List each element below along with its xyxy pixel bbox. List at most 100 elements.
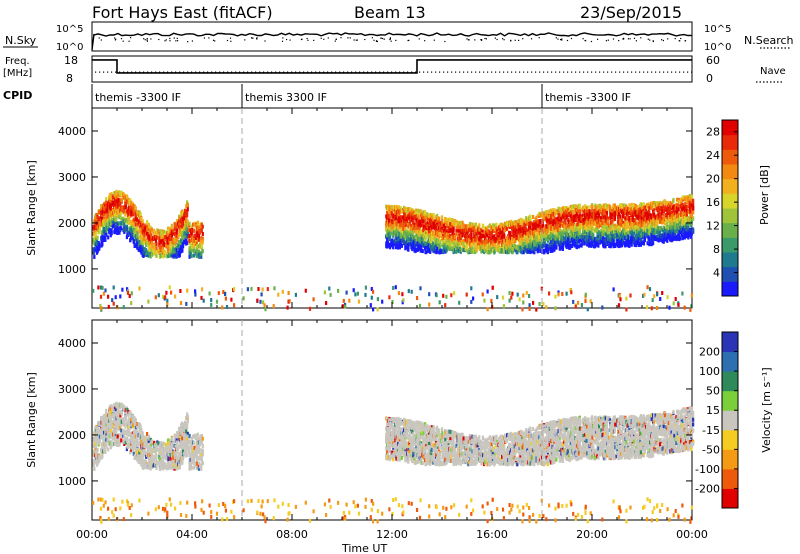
nsearch-point: [114, 39, 116, 41]
power-cell: [196, 233, 199, 238]
power-cell: [101, 214, 104, 219]
power-cell: [110, 192, 113, 197]
nave-point: [463, 71, 465, 73]
nave-point: [195, 71, 197, 73]
power-cell: [461, 220, 464, 225]
power-cell: [158, 245, 162, 250]
nsearch-point: [143, 38, 145, 40]
nave-point: [95, 71, 97, 73]
power-cell: [129, 220, 132, 225]
nsearch-point: [468, 39, 470, 41]
power-cell: [138, 215, 141, 220]
power-cell: [459, 221, 462, 225]
power-cell: [160, 240, 163, 245]
power-cell: [614, 210, 617, 215]
power-cell: [101, 242, 104, 247]
power-cell: [159, 248, 162, 253]
nave-point: [535, 71, 537, 73]
nave-point: [267, 71, 269, 73]
power-cell: [442, 247, 445, 252]
power-cell: [405, 222, 408, 227]
freq-trace: [92, 59, 693, 74]
nave-point: [115, 71, 117, 73]
power-cell: [455, 246, 458, 251]
freq-line: [92, 59, 692, 74]
power-cell: [156, 228, 159, 233]
power-cell: [519, 233, 522, 238]
power-cell: [634, 217, 637, 222]
power-cell: [453, 249, 456, 253]
power-cell: [422, 228, 425, 233]
power-cell: [94, 234, 97, 239]
power-cell: [97, 228, 100, 233]
power-cell: [447, 230, 450, 235]
power-cell: [136, 238, 139, 243]
power-cell: [188, 234, 191, 238]
power-cell: [414, 235, 417, 239]
nave-point: [307, 71, 309, 73]
power-cell: [432, 241, 435, 246]
power-cell: [402, 209, 405, 214]
nsearch-point: [187, 41, 189, 43]
power-cell: [112, 208, 115, 213]
power-cell: [432, 221, 435, 226]
power-cell: [102, 223, 105, 228]
nave-point: [543, 71, 545, 73]
power-cell: [409, 219, 412, 224]
power-cell: [388, 214, 392, 219]
power-cell: [95, 239, 98, 244]
power-cell: [424, 210, 427, 215]
freq-unit-label: [MHz]: [3, 68, 32, 79]
power-cell: [97, 224, 100, 229]
freq-label: Freq.: [5, 56, 30, 67]
power-cell: [442, 241, 445, 246]
power-cell: [103, 235, 106, 240]
nsearch-point: [557, 38, 559, 40]
nave-point: [271, 71, 273, 73]
nsearch-point: [300, 38, 303, 41]
nave-point: [595, 71, 597, 73]
power-cell: [430, 227, 433, 232]
nave-tick-low: 0: [706, 72, 713, 85]
power-cell: [200, 244, 203, 249]
power-cell: [129, 198, 132, 203]
power-cell: [164, 250, 167, 255]
nave-point: [675, 71, 677, 73]
nave-point: [335, 71, 337, 73]
power-cell: [195, 230, 198, 235]
nsearch-point: [530, 38, 533, 40]
power-cell: [192, 236, 195, 241]
power-cell: [92, 250, 95, 255]
power-cell: [98, 227, 101, 232]
nave-point: [443, 71, 445, 73]
power-cell: [450, 236, 453, 241]
nave-point: [351, 71, 353, 73]
nave-point: [499, 71, 501, 73]
power-cell: [392, 208, 395, 212]
power-scatter: [92, 189, 695, 312]
power-cell: [188, 248, 191, 253]
nave-point: [255, 71, 257, 73]
power-cell: [113, 191, 116, 196]
power-cell: [136, 246, 139, 250]
power-cell: [449, 233, 452, 238]
power-cell: [529, 214, 532, 219]
nave-label: Nave: [760, 66, 786, 77]
power-cell: [427, 231, 431, 236]
power-cell: [174, 222, 177, 227]
power-cell: [421, 223, 424, 228]
power-cell: [136, 241, 139, 245]
power-cell: [147, 227, 150, 232]
power-cell: [398, 236, 401, 241]
power-cell: [407, 207, 410, 211]
power-cell: [189, 251, 192, 256]
power-cell: [423, 243, 426, 248]
power-cell: [117, 198, 120, 202]
power-cell: [197, 225, 200, 230]
nsearch-point: [612, 38, 615, 40]
nave-point: [419, 71, 421, 73]
power-cell: [159, 229, 162, 234]
power-cell: [395, 236, 398, 241]
nsearch-point: [122, 40, 124, 42]
power-cell: [444, 245, 447, 250]
